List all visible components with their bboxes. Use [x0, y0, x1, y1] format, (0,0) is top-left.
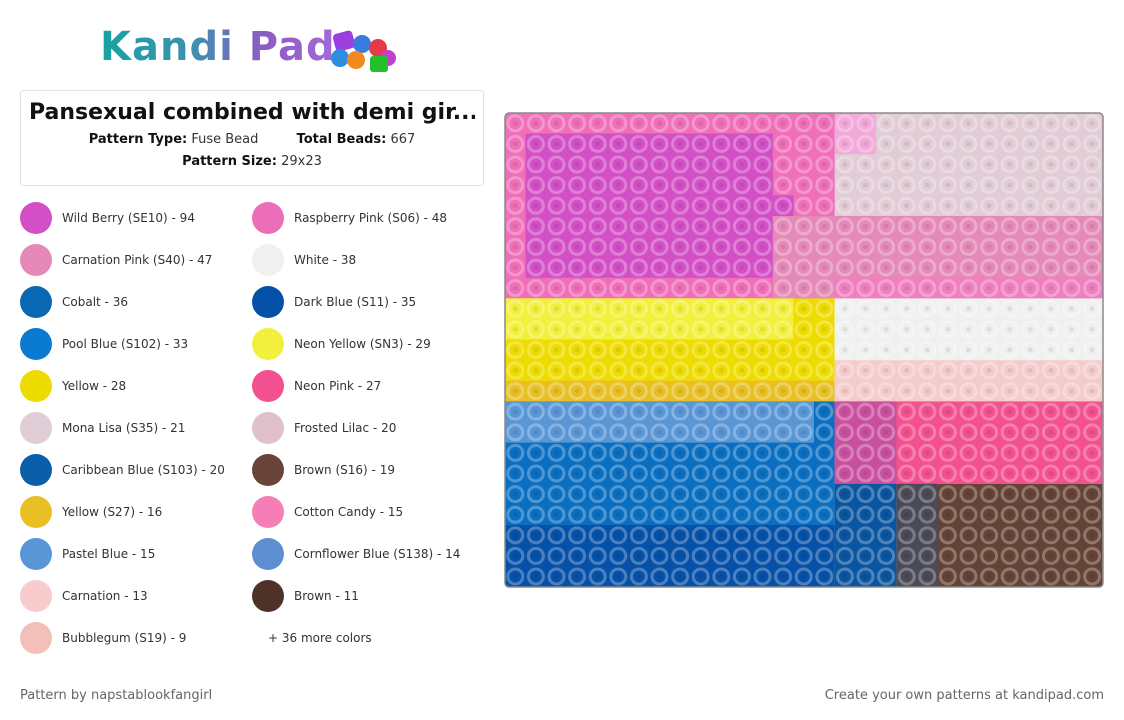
color-swatch: Yellow (S27) - 16 [20, 496, 162, 528]
color-dot [252, 244, 284, 276]
color-name: Cobalt - 36 [62, 295, 128, 309]
label: Pattern Type: [88, 132, 188, 147]
color-swatch: Pastel Blue - 15 [20, 538, 155, 570]
title: Pansexual combined with demi gir... [29, 100, 475, 125]
color-swatch: Neon Yellow (SN3) - 29 [252, 328, 431, 360]
color-dot [252, 286, 284, 318]
footer-left[interactable]: Pattern by napstablookfangirl [20, 688, 213, 703]
color-swatch: Raspberry Pink (S06) - 48 [252, 202, 447, 234]
color-name: Cotton Candy - 15 [294, 505, 404, 519]
color-dot [252, 202, 284, 234]
color-swatch: Mona Lisa (S35) - 21 [20, 412, 185, 444]
color-swatch: Wild Berry (SE10) - 94 [20, 202, 195, 234]
color-dot [20, 286, 52, 318]
bead-grid [504, 112, 1104, 588]
info-row: Pattern Type: Fuse Bead Total Beads: 667 [21, 132, 483, 147]
color-dot [20, 244, 52, 276]
color-dot [20, 538, 52, 570]
value: 667 [390, 132, 416, 147]
grid-border [504, 112, 1104, 588]
color-dot [252, 454, 284, 486]
color-name: Pool Blue (S102) - 33 [62, 337, 189, 351]
color-dot [252, 370, 284, 402]
logo-icon [331, 30, 396, 72]
color-dot [252, 496, 284, 528]
color-swatch: Caribbean Blue (S103) - 20 [20, 454, 225, 486]
color-name: Carnation - 13 [62, 589, 148, 603]
color-name: Carnation Pink (S40) - 47 [62, 253, 213, 267]
color-name: Cornflower Blue (S138) - 14 [294, 547, 461, 561]
color-swatch: Brown (S16) - 19 [252, 454, 395, 486]
color-swatch: Yellow - 28 [20, 370, 126, 402]
color-dot [20, 412, 52, 444]
color-swatch: Dark Blue (S11) - 35 [252, 286, 416, 318]
color-dot [20, 496, 52, 528]
info-box: Pansexual combined with demi gir... Patt… [20, 90, 484, 186]
color-swatch: Pool Blue (S102) - 33 [20, 328, 188, 360]
footer-right[interactable]: Create your own patterns at kandipad.com [824, 688, 1104, 703]
more-colors[interactable]: + 36 more colors [268, 631, 372, 645]
color-dot [252, 580, 284, 612]
color-swatch: Brown - 11 [252, 580, 359, 612]
color-dot [20, 580, 52, 612]
bead-texture [505, 113, 1103, 587]
color-name: Brown - 11 [294, 589, 359, 603]
color-swatch: Cotton Candy - 15 [252, 496, 403, 528]
color-name: Yellow (S27) - 16 [62, 505, 163, 519]
value: 29x23 [281, 154, 322, 169]
color-dot [252, 328, 284, 360]
color-name: Wild Berry (SE10) - 94 [62, 211, 195, 225]
color-name: Raspberry Pink (S06) - 48 [294, 211, 448, 225]
color-dot [252, 538, 284, 570]
logo[interactable]: Kandi Pad [100, 24, 336, 70]
color-name: Dark Blue (S11) - 35 [294, 295, 417, 309]
color-name: Yellow - 28 [62, 379, 127, 393]
color-dot [20, 370, 52, 402]
color-name: White - 38 [294, 253, 357, 267]
color-name: Caribbean Blue (S103) - 20 [62, 463, 225, 477]
label: Pattern Size: [182, 154, 277, 169]
color-name: Brown (S16) - 19 [294, 463, 395, 477]
color-swatch: Cobalt - 36 [20, 286, 128, 318]
color-swatch: White - 38 [252, 244, 356, 276]
color-swatch: Bubblegum (S19) - 9 [20, 622, 186, 654]
color-name: Bubblegum (S19) - 9 [62, 631, 187, 645]
color-dot [20, 328, 52, 360]
color-name: Pastel Blue - 15 [62, 547, 156, 561]
label: Total Beads: [296, 132, 387, 147]
color-swatch: Carnation Pink (S40) - 47 [20, 244, 212, 276]
color-name: Frosted Lilac - 20 [294, 421, 397, 435]
color-swatch: Cornflower Blue (S138) - 14 [252, 538, 460, 570]
color-swatch: Frosted Lilac - 20 [252, 412, 396, 444]
color-swatch: Neon Pink - 27 [252, 370, 381, 402]
color-name: Neon Yellow (SN3) - 29 [294, 337, 431, 351]
color-dot [20, 622, 52, 654]
color-dot [252, 412, 284, 444]
color-name: Neon Pink - 27 [294, 379, 382, 393]
info-row: Pattern Size: 29x23 [21, 154, 483, 169]
color-swatch: Carnation - 13 [20, 580, 148, 612]
value: Fuse Bead [191, 132, 259, 147]
color-name: Mona Lisa (S35) - 21 [62, 421, 186, 435]
color-dot [20, 202, 52, 234]
color-dot [20, 454, 52, 486]
